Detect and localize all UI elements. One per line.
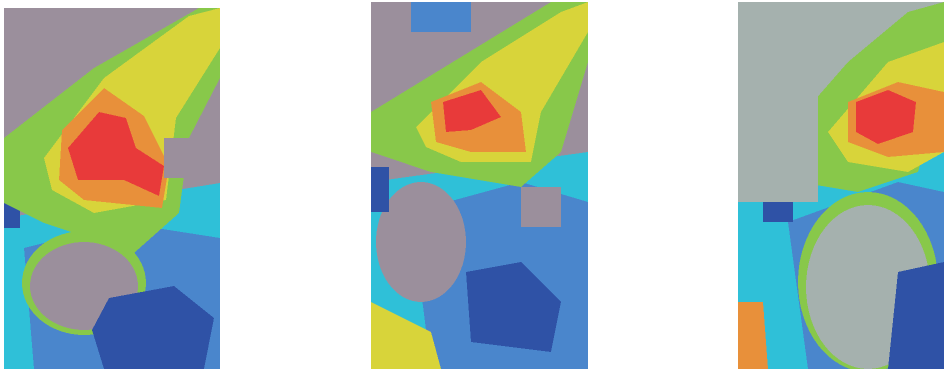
heatmap-panel <box>4 8 220 369</box>
heatmap-panel <box>371 2 588 369</box>
heatmap-panel <box>738 2 944 369</box>
